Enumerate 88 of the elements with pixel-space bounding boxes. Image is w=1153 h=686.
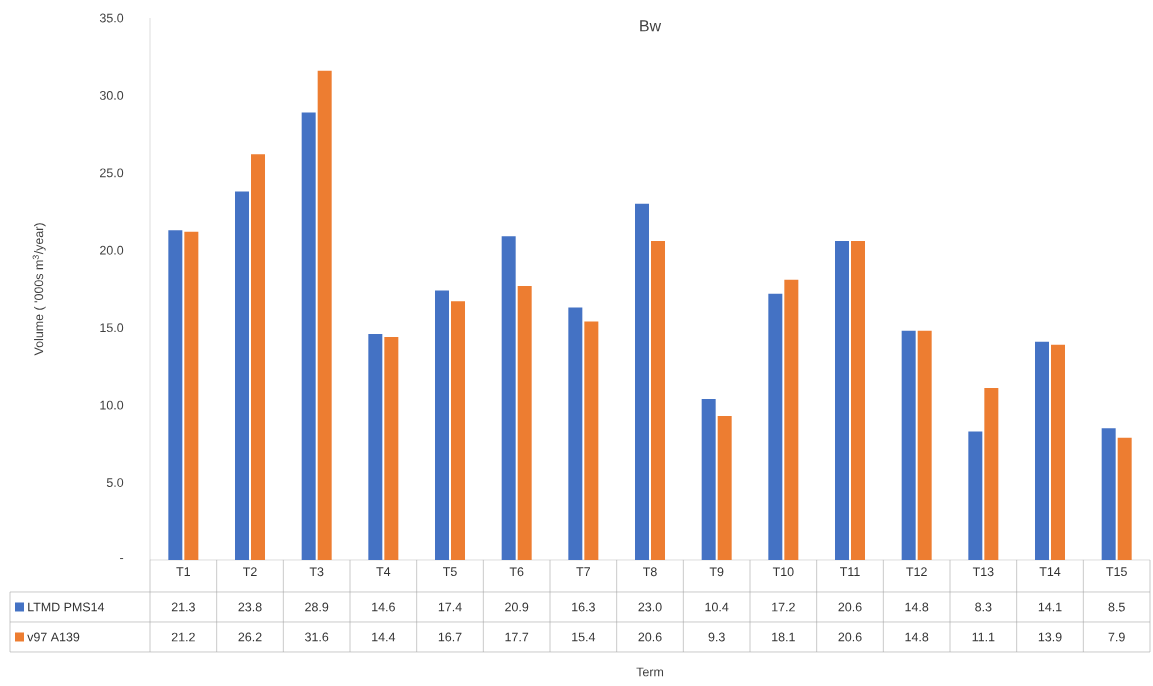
data-label: 17.2 <box>772 602 795 612</box>
y-tick-label: 10.0 <box>100 400 124 410</box>
bar <box>717 415 732 560</box>
data-label: 14.8 <box>905 632 929 642</box>
bar <box>168 230 183 560</box>
x-tick-label: T3 <box>309 567 324 577</box>
x-tick-label: T9 <box>709 567 724 577</box>
legend-label: v97 A139 <box>27 632 80 642</box>
x-tick-label: T6 <box>509 567 524 577</box>
x-tick-label: T4 <box>376 567 391 576</box>
x-tick-label: T11 <box>840 567 860 576</box>
data-label: 21.3 <box>171 602 195 612</box>
bar <box>701 398 716 560</box>
data-label: 20.6 <box>838 602 862 612</box>
x-tick-label: T5 <box>443 567 457 577</box>
data-label: 26.2 <box>238 632 262 642</box>
bar <box>451 301 466 560</box>
bar <box>901 330 916 560</box>
bar <box>584 321 599 560</box>
bar <box>635 203 649 560</box>
x-tick-label: T7 <box>576 567 590 576</box>
data-label: 7.9 <box>1108 632 1125 642</box>
bar <box>1051 344 1065 560</box>
x-tick-label: T15 <box>1106 567 1127 577</box>
x-tick-label: T14 <box>1039 567 1061 576</box>
x-tick-label: T2 <box>243 567 257 577</box>
data-label: 31.6 <box>305 632 329 642</box>
x-tick-label: T13 <box>972 567 994 577</box>
bar <box>368 333 383 560</box>
data-label: 17.4 <box>438 602 462 612</box>
x-tick-label: T1 <box>176 567 190 576</box>
bar <box>517 285 532 560</box>
bar <box>1117 437 1132 560</box>
data-label: 21.2 <box>171 632 195 642</box>
y-axis-title: Volume ( '000s m$^{3}$/year) <box>32 223 46 356</box>
text: Term <box>636 667 664 677</box>
y-tick-label: - <box>120 558 124 560</box>
bar <box>917 330 932 560</box>
y-tick-label: 30.0 <box>99 91 124 100</box>
bar <box>435 290 450 560</box>
bar <box>568 307 583 560</box>
bar <box>251 154 266 560</box>
data-label: 16.7 <box>438 632 462 642</box>
data-label: 13.9 <box>1038 632 1062 642</box>
data-label: 10.4 <box>705 602 729 612</box>
bar <box>768 293 783 560</box>
bar <box>384 336 399 560</box>
chart-title: Bw <box>640 20 662 32</box>
y-tick-label: 20.0 <box>100 245 124 255</box>
bar <box>301 112 316 560</box>
data-label: 23.8 <box>238 602 262 612</box>
y-tick-label: 15.0 <box>100 323 124 333</box>
data-label: 14.6 <box>372 602 395 612</box>
legend-label: LTMD PMS14 <box>28 602 105 612</box>
bar <box>1035 341 1049 560</box>
bar <box>501 236 516 560</box>
x-tick-label: T10 <box>772 567 794 577</box>
x-tick-label: T8 <box>643 567 657 577</box>
y-tick-label: 25.0 <box>100 168 124 178</box>
data-label: 28.9 <box>305 602 329 612</box>
data-label: 20.6 <box>838 632 862 642</box>
bar <box>317 70 332 560</box>
data-label: 8.5 <box>1108 602 1125 612</box>
y-tick-label: 35.0 <box>99 13 124 23</box>
data-label: 20.6 <box>638 632 662 642</box>
data-label: 18.1 <box>772 632 795 642</box>
y-tick-label: 5.0 <box>106 478 124 487</box>
data-label: 23.0 <box>638 602 662 612</box>
data-label: 17.7 <box>505 632 529 642</box>
bar <box>984 388 999 560</box>
data-label: 20.9 <box>505 602 529 612</box>
bar <box>968 431 983 560</box>
data-label: 15.4 <box>572 632 596 642</box>
data-label: 9.3 <box>708 632 725 642</box>
data-label: 14.1 <box>1038 602 1062 612</box>
bar <box>235 191 250 560</box>
bar <box>1101 428 1116 560</box>
data-label: 8.3 <box>975 602 992 612</box>
bar <box>184 231 199 560</box>
data-label: 14.4 <box>372 632 396 642</box>
data-label: 11.1 <box>972 632 995 642</box>
data-label: 16.3 <box>572 602 595 612</box>
x-tick-label: T12 <box>906 567 927 577</box>
bar <box>784 279 799 560</box>
bar <box>835 240 849 560</box>
bar <box>651 240 665 560</box>
bar <box>851 240 865 560</box>
data-label: 14.8 <box>905 602 929 612</box>
